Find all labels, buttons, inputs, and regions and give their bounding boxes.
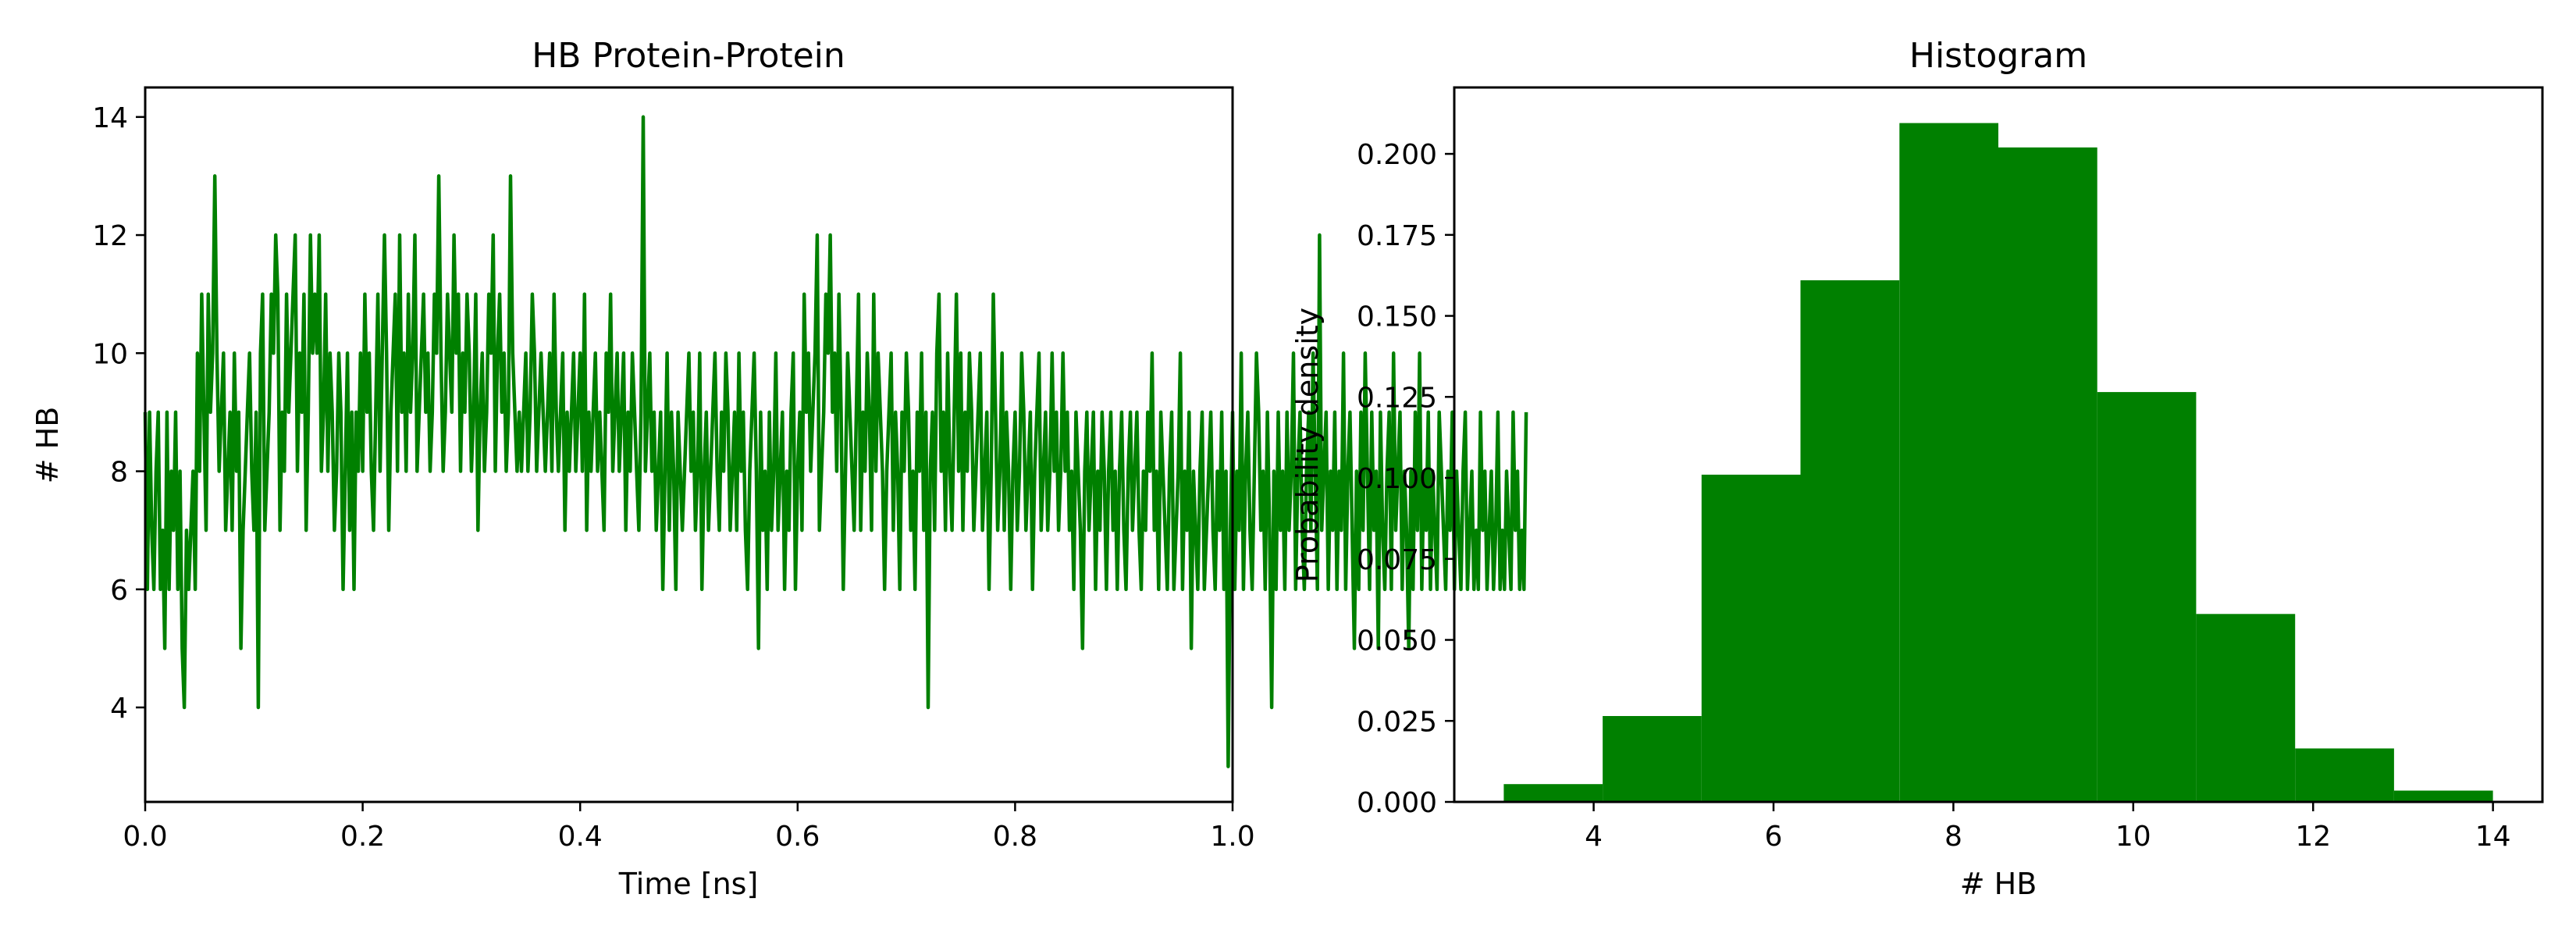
x-tick-label: 14 xyxy=(2475,821,2511,853)
x-tick-label: 12 xyxy=(2295,821,2331,853)
x-tick-label: 0.6 xyxy=(775,821,820,853)
hb-time-series-line xyxy=(143,115,1528,768)
time-series-x-ticks: 0.0 0.2 0.4 0.6 0.8 1.0 xyxy=(123,802,1255,853)
histogram-bar xyxy=(1503,784,1603,802)
y-tick-label: 0.025 xyxy=(1357,706,1437,738)
time-series-xlabel: Time [ns] xyxy=(618,867,759,901)
y-tick-label: 0.000 xyxy=(1357,787,1437,819)
time-series-title: HB Protein-Protein xyxy=(532,36,845,76)
histogram-bar xyxy=(2097,392,2197,803)
x-tick-label: 0.4 xyxy=(558,821,603,853)
histogram-bar xyxy=(1701,474,1801,802)
histogram-bar xyxy=(1998,147,2097,803)
time-series-ylabel: # HB xyxy=(30,407,65,484)
histogram-bar xyxy=(1899,123,1998,803)
y-tick-label: 0.175 xyxy=(1357,220,1437,252)
histogram-ylabel: Probability density xyxy=(1290,308,1325,583)
y-tick-label: 0.075 xyxy=(1357,544,1437,576)
y-tick-label: 10 xyxy=(92,338,128,370)
histogram-y-ticks: 0.000 0.025 0.050 0.075 0.100 0.125 0.150 0.175… xyxy=(1357,139,1454,819)
histogram-bars xyxy=(1503,123,2493,803)
time-series-panel: HB Protein-Protein # HB Time [ns] 0.0 0.2… xyxy=(30,36,1528,901)
x-tick-label: 6 xyxy=(1765,821,1783,853)
x-tick-label: 8 xyxy=(1944,821,1962,853)
histogram-bar xyxy=(2393,790,2493,802)
histogram-bar xyxy=(1800,280,1900,802)
y-tick-label: 4 xyxy=(110,693,128,725)
y-tick-label: 12 xyxy=(92,220,128,252)
x-tick-label: 1.0 xyxy=(1210,821,1254,853)
time-series-y-ticks: 4 6 8 10 12 14 xyxy=(92,102,145,725)
x-tick-label: 0.8 xyxy=(993,821,1037,853)
y-tick-label: 8 xyxy=(110,457,128,489)
x-tick-label: 0.0 xyxy=(123,821,167,853)
y-tick-label: 0.050 xyxy=(1357,625,1437,657)
histogram-bar xyxy=(2295,748,2394,802)
histogram-x-ticks: 4 6 8 10 12 14 xyxy=(1585,802,2511,853)
histogram-title: Histogram xyxy=(1909,36,2087,76)
x-tick-label: 10 xyxy=(2115,821,2151,853)
histogram-panel: Histogram Probability density # HB 4 6 8 10… xyxy=(1290,36,2544,901)
y-tick-label: 0.100 xyxy=(1357,463,1437,495)
x-tick-label: 4 xyxy=(1585,821,1603,853)
y-tick-label: 6 xyxy=(110,575,128,607)
time-series-frame xyxy=(144,86,1234,803)
histogram-frame xyxy=(1453,86,2544,803)
y-tick-label: 0.150 xyxy=(1357,301,1437,333)
y-tick-label: 0.200 xyxy=(1357,139,1437,171)
y-tick-label: 14 xyxy=(92,102,128,134)
x-tick-label: 0.2 xyxy=(340,821,385,853)
histogram-xlabel: # HB xyxy=(1960,867,2037,901)
histogram-bar xyxy=(1603,716,1702,802)
histogram-bar xyxy=(2196,614,2296,802)
y-tick-label: 0.125 xyxy=(1357,382,1437,414)
